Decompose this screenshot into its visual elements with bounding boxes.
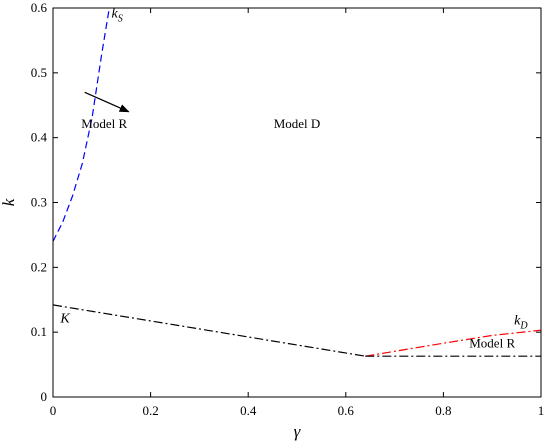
y-tick-label: 0.6 bbox=[31, 0, 48, 15]
direction-arrow bbox=[84, 91, 130, 113]
axes-layer: 0 0.2 0.4 0.6 0.8 1 0 0.1 0.2 0.3 0.4 0.5 0.6 γ k bbox=[0, 0, 544, 441]
y-tick-label: 0.4 bbox=[31, 130, 48, 145]
curve-label-main: k bbox=[112, 7, 119, 22]
x-tick-label: 1 bbox=[538, 403, 545, 418]
x-tick-label: 0.6 bbox=[338, 403, 355, 418]
y-tick-label: 0.2 bbox=[31, 259, 47, 274]
x-axis-label: γ bbox=[294, 422, 302, 441]
y-tick-label: 0.3 bbox=[31, 195, 47, 210]
curve-label-main: K bbox=[59, 311, 70, 326]
series-layer bbox=[52, 9, 542, 357]
curve-label-main: k bbox=[514, 313, 521, 328]
plot-area bbox=[53, 8, 541, 397]
y-axis-label: k bbox=[0, 198, 18, 206]
region-label-modelR2: Model R bbox=[469, 336, 515, 351]
curve-label-subscript: S bbox=[118, 14, 123, 25]
y-tick-label: 0.1 bbox=[31, 324, 47, 339]
curve-label-kS: kS bbox=[112, 7, 123, 25]
series-line-K bbox=[52, 304, 366, 357]
y-tick-label: 0.5 bbox=[31, 65, 47, 80]
x-tick-label: 0.4 bbox=[240, 403, 257, 418]
series-line-kD bbox=[365, 329, 542, 357]
x-tick-label: 0.2 bbox=[142, 403, 158, 418]
curve-label-kD: kD bbox=[514, 313, 528, 331]
x-tick-label: 0 bbox=[50, 403, 57, 418]
curve-label-subscript: D bbox=[519, 320, 528, 331]
curve-label-K: K bbox=[59, 311, 70, 326]
series-line-kS bbox=[52, 9, 110, 242]
region-label-modelR1: Model R bbox=[81, 116, 127, 131]
y-tick-label: 0 bbox=[41, 389, 48, 404]
x-tick-label: 0.8 bbox=[435, 403, 451, 418]
region-label-modelD: Model D bbox=[274, 116, 321, 131]
plot-background bbox=[53, 8, 541, 397]
